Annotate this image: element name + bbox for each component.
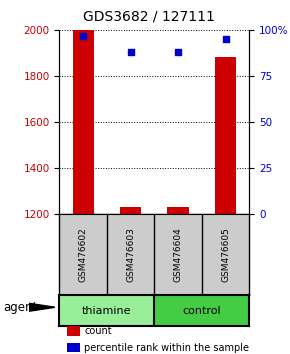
Bar xyxy=(168,207,189,214)
Bar xyxy=(155,295,249,326)
Bar xyxy=(67,343,80,352)
Text: control: control xyxy=(183,306,221,316)
Polygon shape xyxy=(29,303,55,311)
Bar xyxy=(72,30,94,214)
Point xyxy=(176,49,180,55)
Bar xyxy=(120,207,141,214)
Text: count: count xyxy=(84,326,112,336)
Point xyxy=(128,49,133,55)
Text: agent: agent xyxy=(3,301,37,314)
Text: GDS3682 / 127111: GDS3682 / 127111 xyxy=(84,9,215,23)
Bar xyxy=(59,295,155,326)
Text: GSM476603: GSM476603 xyxy=(126,227,135,282)
Point xyxy=(81,33,86,39)
Bar xyxy=(215,57,236,214)
Text: percentile rank within the sample: percentile rank within the sample xyxy=(84,343,249,353)
Text: GSM476602: GSM476602 xyxy=(79,227,88,282)
Text: thiamine: thiamine xyxy=(82,306,132,316)
Text: GSM476604: GSM476604 xyxy=(174,227,183,282)
Text: GSM476605: GSM476605 xyxy=(221,227,230,282)
Bar xyxy=(67,326,80,336)
Point xyxy=(223,36,228,42)
